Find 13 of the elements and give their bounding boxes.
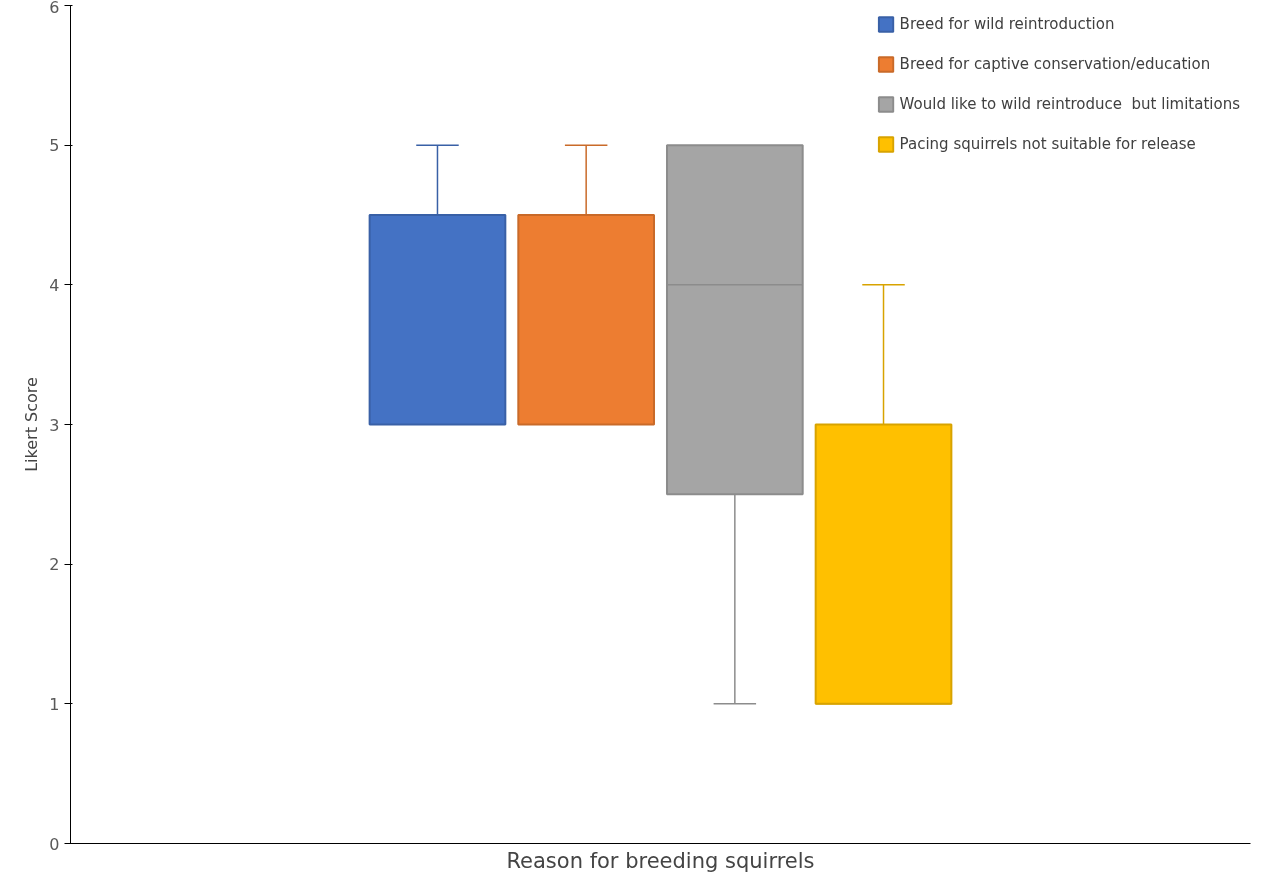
y-tick-label: 5 xyxy=(49,136,60,156)
y-tick-label: 6 xyxy=(49,0,60,17)
y-tick-label: 2 xyxy=(49,555,60,575)
y-tick-label: 3 xyxy=(49,415,60,435)
legend-label: Breed for captive conservation/education xyxy=(899,55,1211,73)
y-axis-title: Likert Score xyxy=(22,377,42,472)
x-axis-title: Reason for breeding squirrels xyxy=(506,848,815,873)
y-tick-label: 1 xyxy=(49,694,60,714)
y-tick-label: 0 xyxy=(49,834,60,854)
legend-label: Would like to wild reintroduce but limitations xyxy=(899,95,1240,113)
legend-label: Pacing squirrels not suitable for release xyxy=(899,135,1196,153)
y-tick-label: 4 xyxy=(49,275,60,295)
legend-label: Breed for wild reintroduction xyxy=(899,15,1115,33)
